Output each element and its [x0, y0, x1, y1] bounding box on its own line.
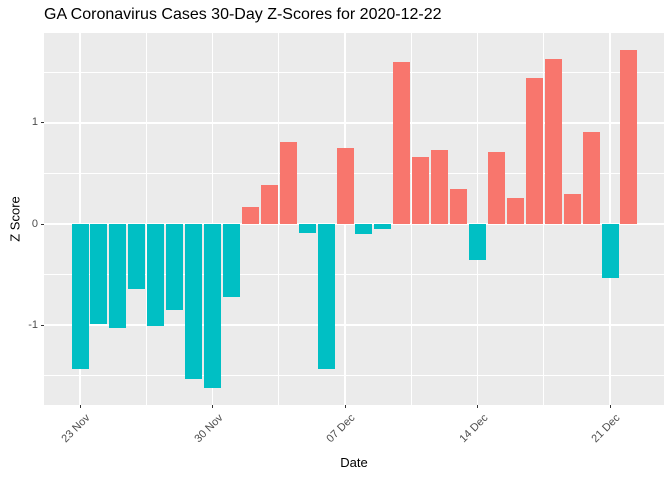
x-minor-gridline — [410, 33, 412, 405]
bar-negative — [355, 224, 373, 235]
bar-negative — [222, 224, 240, 297]
y-major-gridline — [44, 223, 664, 225]
x-tick-label: 21 Dec — [589, 412, 623, 446]
x-tick-mark — [344, 405, 346, 408]
y-tick-label: 0 — [31, 217, 38, 230]
y-axis-title: Z Score — [7, 196, 23, 242]
bar-positive — [336, 148, 354, 225]
y-tick-label: 1 — [31, 116, 38, 129]
bar-negative — [109, 224, 127, 329]
y-minor-gridline — [44, 375, 664, 377]
bar-negative — [166, 224, 184, 310]
bar-positive — [563, 193, 581, 225]
bar-negative — [128, 224, 146, 289]
x-tick-label: 14 Dec — [456, 412, 491, 446]
bar-negative — [71, 224, 89, 369]
x-tick-mark — [609, 405, 611, 408]
bar-positive — [525, 78, 543, 225]
x-major-gridline — [609, 33, 611, 405]
y-tick-mark — [41, 122, 44, 124]
x-tick-label: 23 Nov — [59, 412, 93, 446]
chart-title: GA Coronavirus Cases 30-Day Z-Scores for… — [44, 6, 442, 23]
y-major-gridline — [44, 122, 664, 124]
y-minor-gridline — [44, 274, 664, 276]
x-major-gridline — [79, 33, 81, 405]
bar-negative — [147, 224, 165, 327]
bar-negative — [601, 224, 619, 278]
x-tick-mark — [212, 405, 213, 408]
bar-positive — [487, 152, 505, 225]
bar-positive — [260, 184, 278, 225]
x-minor-gridline — [278, 33, 280, 405]
y-tick-mark — [41, 223, 44, 225]
bar-negative — [204, 224, 221, 388]
x-tick-label: 30 Nov — [191, 412, 225, 446]
bar-positive — [241, 206, 259, 225]
x-minor-gridline — [145, 33, 147, 405]
bar-positive — [506, 197, 524, 225]
x-axis-title: Date — [340, 455, 368, 470]
bar-positive — [544, 59, 562, 225]
x-tick-label: 07 Dec — [324, 412, 358, 446]
x-major-gridline — [476, 33, 479, 405]
bar-negative — [185, 224, 203, 379]
y-minor-gridline — [44, 173, 664, 174]
bar-positive — [582, 132, 600, 225]
bar-negative — [90, 224, 108, 325]
bar-positive — [431, 150, 449, 225]
y-minor-gridline — [44, 71, 664, 73]
y-tick-label: -1 — [28, 318, 38, 331]
bar-negative — [317, 224, 335, 369]
bar-positive — [450, 188, 468, 225]
x-minor-gridline — [543, 33, 545, 405]
plot-panel — [44, 33, 664, 405]
bar-positive — [620, 50, 638, 225]
bar-negative — [298, 224, 316, 234]
bar-positive — [393, 62, 411, 225]
x-tick-mark — [477, 405, 479, 408]
y-tick-mark — [41, 324, 44, 326]
bar-positive — [412, 157, 430, 225]
bar-negative — [469, 224, 487, 261]
bar-negative — [374, 224, 392, 230]
bar-positive — [279, 142, 297, 225]
x-major-gridline — [211, 33, 214, 405]
y-major-gridline — [44, 324, 664, 326]
x-tick-mark — [79, 405, 81, 408]
